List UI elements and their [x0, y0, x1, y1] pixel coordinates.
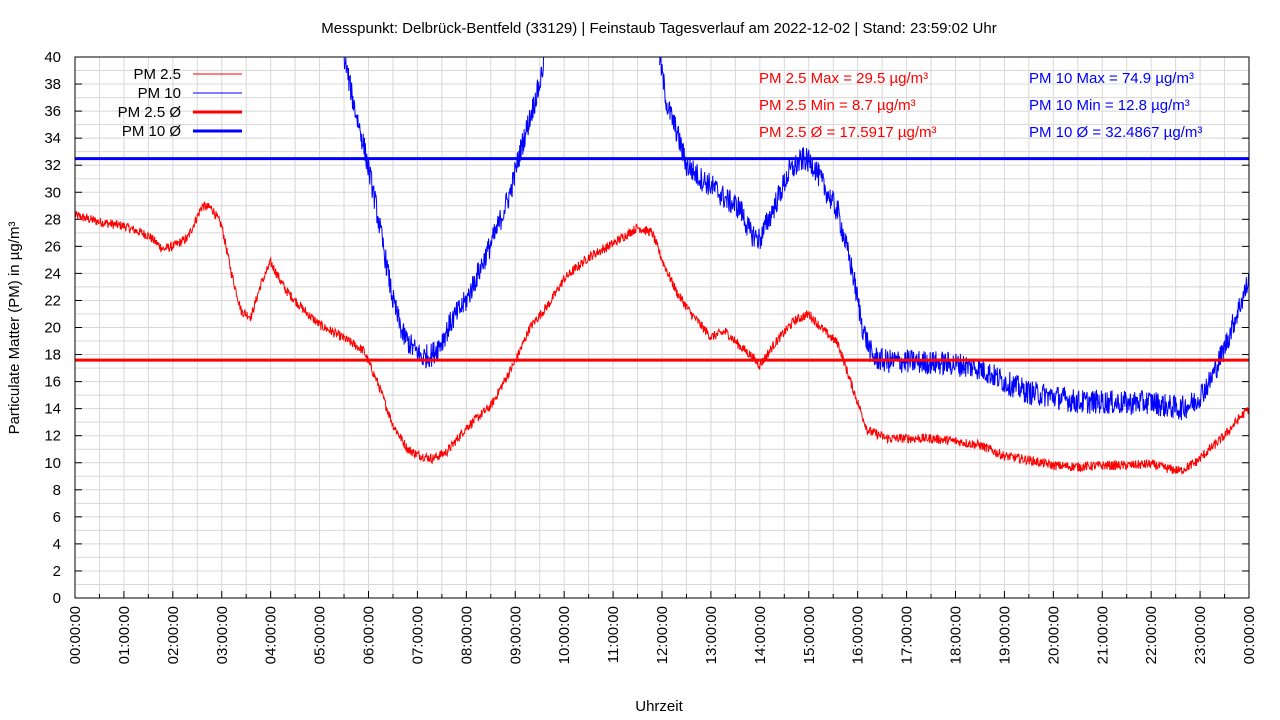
series-line-1-0	[343, 57, 545, 369]
y-tick-label: 28	[44, 211, 61, 228]
x-tick-label: 17:00:00	[899, 606, 916, 664]
y-tick-label: 26	[44, 238, 61, 255]
x-tick-label: 07:00:00	[409, 606, 426, 664]
series-layer	[75, 57, 1249, 475]
y-tick-label: 40	[44, 49, 61, 66]
stats-annotations: PM 2.5 Max = 29.5 µg/m³ PM 2.5 Min = 8.7…	[759, 70, 1202, 141]
x-tick-label: 06:00:00	[361, 606, 378, 664]
chart-title: Messpunkt: Delbrück-Bentfeld (33129) | F…	[321, 20, 996, 37]
stat-pm10-min: PM 10 Min = 12.8 µg/m³	[1029, 97, 1190, 114]
x-tick-label: 19:00:00	[996, 606, 1013, 664]
y-axis-label: Particulate Matter (PM) in µg/m³	[6, 222, 23, 435]
series-line-1-1	[659, 57, 1249, 421]
x-tick-label: 08:00:00	[458, 606, 475, 664]
y-tick-label: 16	[44, 374, 61, 391]
legend-label-pm10: PM 10	[138, 85, 181, 102]
legend-label-pm10-avg: PM 10 Ø	[122, 123, 182, 140]
y-tick-label: 12	[44, 428, 61, 445]
y-tick-label: 20	[44, 320, 61, 337]
y-tick-label: 30	[44, 184, 61, 201]
x-tick-label: 05:00:00	[312, 606, 329, 664]
x-tick-label: 04:00:00	[263, 606, 280, 664]
y-tick-label: 4	[53, 536, 61, 553]
legend: PM 2.5 PM 10 PM 2.5 Ø PM 10 Ø	[118, 66, 242, 140]
plot-frame	[74, 56, 1250, 599]
x-tick-label: 13:00:00	[703, 606, 720, 664]
x-tick-label: 11:00:00	[605, 606, 622, 663]
y-tick-label: 24	[44, 265, 61, 282]
stat-pm10-max: PM 10 Max = 74.9 µg/m³	[1029, 70, 1194, 87]
y-tick-label: 6	[53, 509, 61, 526]
y-tick-label: 18	[44, 347, 61, 364]
y-tick-label: 8	[53, 482, 61, 499]
stat-pm10-avg: PM 10 Ø = 32.4867 µg/m³	[1029, 124, 1202, 141]
series-line-0-0	[75, 201, 1249, 475]
stat-pm25-max: PM 2.5 Max = 29.5 µg/m³	[759, 70, 928, 87]
x-tick-label: 00:00:00	[1241, 606, 1258, 664]
y-tick-label: 36	[44, 103, 61, 120]
y-tick-label: 14	[44, 401, 61, 418]
legend-label-pm25: PM 2.5	[133, 66, 181, 83]
x-tick-label: 22:00:00	[1143, 606, 1160, 664]
x-tick-label: 18:00:00	[948, 606, 965, 664]
x-tick-label: 16:00:00	[850, 606, 867, 664]
x-tick-label: 12:00:00	[654, 606, 671, 664]
y-tick-label: 38	[44, 76, 61, 93]
y-tick-label: 10	[44, 455, 61, 472]
x-tick-label: 20:00:00	[1045, 606, 1062, 664]
stat-pm25-avg: PM 2.5 Ø = 17.5917 µg/m³	[759, 124, 936, 141]
y-tick-label: 32	[44, 157, 61, 174]
legend-label-pm25-avg: PM 2.5 Ø	[118, 104, 182, 121]
x-tick-label: 23:00:00	[1192, 606, 1209, 664]
grid	[74, 56, 1250, 599]
x-tick-label: 01:00:00	[116, 606, 133, 664]
x-tick-label: 14:00:00	[752, 606, 769, 664]
x-axis-label: Uhrzeit	[635, 698, 683, 715]
x-tick-label: 09:00:00	[507, 606, 524, 664]
y-tick-label: 2	[53, 563, 61, 580]
series-group	[75, 57, 1249, 475]
x-tick-label: 10:00:00	[556, 606, 573, 664]
x-tick-label: 02:00:00	[165, 606, 182, 664]
x-tick-label: 15:00:00	[801, 606, 818, 664]
y-tick-label: 0	[53, 590, 61, 607]
x-tick-labels: 00:00:00 01:00:00 02:00:00 03:00:00 04:00:00…	[67, 591, 1258, 664]
y-tick-label: 22	[44, 292, 61, 309]
x-tick-label: 21:00:00	[1094, 606, 1111, 664]
y-tick-label: 34	[44, 130, 61, 147]
stat-pm25-min: PM 2.5 Min = 8.7 µg/m³	[759, 97, 916, 114]
x-tick-label: 00:00:00	[67, 606, 84, 664]
x-tick-label: 03:00:00	[214, 606, 231, 664]
